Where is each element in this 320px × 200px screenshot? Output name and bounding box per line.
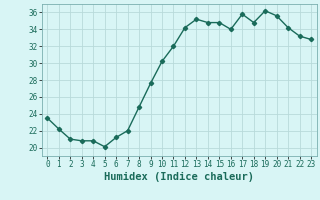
X-axis label: Humidex (Indice chaleur): Humidex (Indice chaleur) [104, 172, 254, 182]
